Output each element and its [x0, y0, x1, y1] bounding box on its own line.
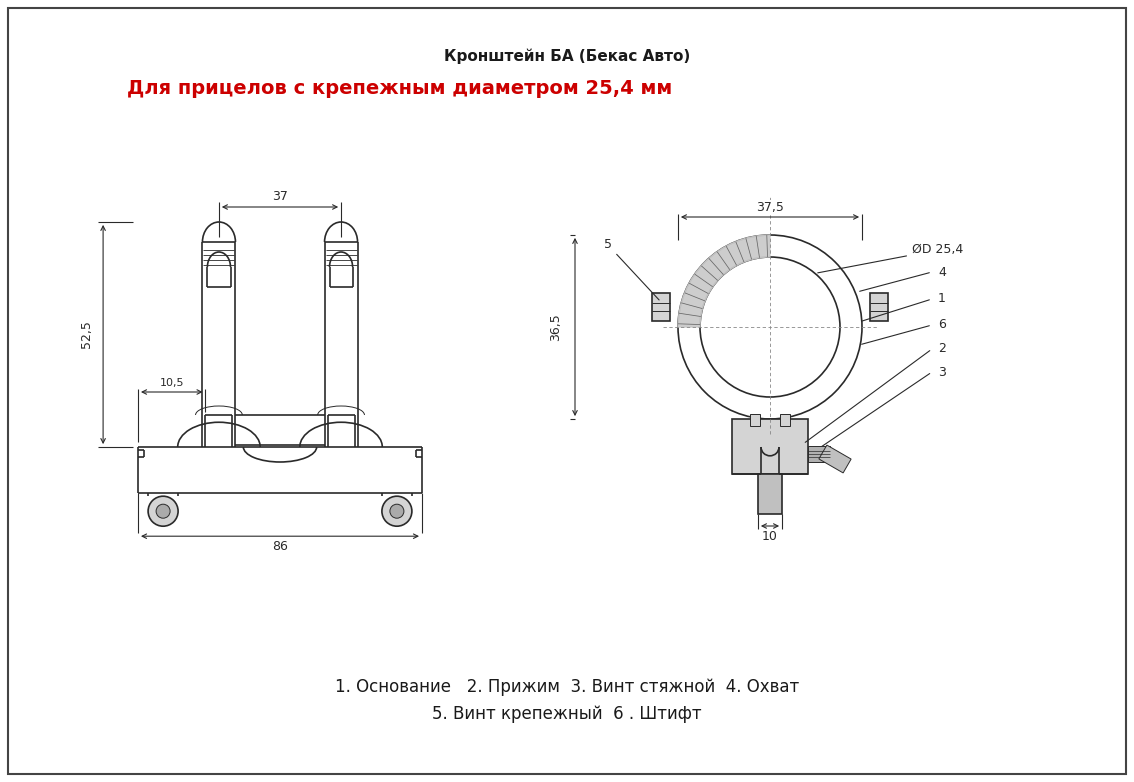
- Text: 10,5: 10,5: [160, 378, 184, 388]
- Text: 3: 3: [938, 365, 946, 378]
- Bar: [780, 414, 790, 426]
- Bar: [652, 293, 670, 321]
- Text: 1: 1: [938, 292, 946, 306]
- Text: 1. Основание   2. Прижим  3. Винт стяжной  4. Охват: 1. Основание 2. Прижим 3. Винт стяжной 4…: [335, 678, 799, 696]
- Circle shape: [382, 497, 412, 526]
- Text: 4: 4: [938, 266, 946, 278]
- Bar: [758, 474, 782, 514]
- Text: 37: 37: [272, 191, 288, 203]
- Text: 36,5: 36,5: [550, 313, 562, 341]
- Bar: [870, 293, 888, 321]
- Text: 2: 2: [938, 343, 946, 356]
- Circle shape: [149, 497, 178, 526]
- Wedge shape: [678, 235, 770, 327]
- Text: Для прицелов с крепежным диаметром 25,4 мм: Для прицелов с крепежным диаметром 25,4 …: [127, 80, 672, 99]
- Text: 5: 5: [604, 239, 659, 300]
- Bar: [809, 446, 830, 462]
- Text: 52,5: 52,5: [79, 321, 93, 349]
- Text: 5. Винт крепежный  6 . Штифт: 5. Винт крепежный 6 . Штифт: [432, 705, 702, 723]
- Text: 86: 86: [272, 540, 288, 553]
- Circle shape: [156, 504, 170, 518]
- Circle shape: [390, 504, 404, 518]
- Bar: [750, 414, 760, 426]
- Polygon shape: [819, 445, 852, 473]
- Text: Кронштейн БА (Бекас Авто): Кронштейн БА (Бекас Авто): [443, 48, 691, 64]
- Text: 10: 10: [762, 529, 778, 543]
- Text: 37,5: 37,5: [756, 200, 784, 213]
- Bar: [733, 419, 809, 474]
- Text: 6: 6: [938, 318, 946, 332]
- Text: ØD 25,4: ØD 25,4: [818, 243, 963, 273]
